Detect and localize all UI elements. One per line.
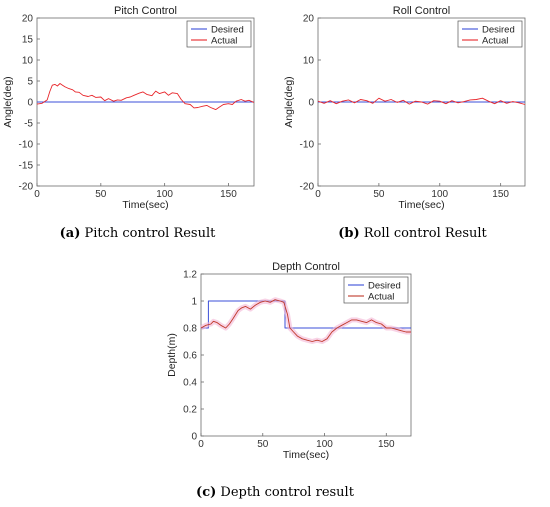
legend-box xyxy=(343,276,409,304)
y-tick-label: 15 xyxy=(22,35,34,46)
caption-text: Pitch control Result xyxy=(80,226,216,241)
y-axis-label: Angle(deg) xyxy=(2,76,14,127)
y-tick-label: -15 xyxy=(19,161,34,172)
x-tick-label: 100 xyxy=(431,189,448,200)
legend-box xyxy=(457,20,523,48)
y-tick-label: 0.8 xyxy=(183,324,197,335)
legend-label: Desired xyxy=(211,24,244,35)
legend-label: Actual xyxy=(482,35,508,46)
x-tick-label: 0 xyxy=(198,439,204,450)
y-tick-label: -20 xyxy=(300,182,315,193)
caption-tag: (a) xyxy=(59,226,81,241)
legend-box xyxy=(186,20,252,48)
series-line-actual xyxy=(200,299,411,342)
series-line-desired xyxy=(201,300,411,329)
y-tick-label: 20 xyxy=(22,14,34,25)
caption-depth: (c) Depth control result xyxy=(0,485,550,500)
x-tick-label: 100 xyxy=(156,189,173,200)
x-axis-label: Time(sec) xyxy=(398,199,444,211)
x-tick-label: 150 xyxy=(492,189,509,200)
y-tick-label: -10 xyxy=(19,140,34,151)
y-tick-label: 10 xyxy=(22,56,34,67)
series-line-actual xyxy=(36,83,255,111)
chart-title: Depth Control xyxy=(272,261,340,273)
chart-title: Roll Control xyxy=(393,5,450,17)
x-tick-label: 50 xyxy=(257,439,269,450)
legend-label: Desired xyxy=(482,24,515,35)
caption-text: Roll control Result xyxy=(359,226,487,241)
roll-chart: Roll Control 0 50 100 150 20 10 0 -10 -20 Time(sec… xyxy=(275,0,550,215)
y-tick-label: -5 xyxy=(24,119,33,130)
y-tick-label: 1 xyxy=(191,297,197,308)
x-tick-label: 100 xyxy=(316,439,333,450)
x-axis-label: Time(sec) xyxy=(283,449,329,461)
legend-label: Actual xyxy=(211,35,237,46)
chart-title: Pitch Control xyxy=(114,5,177,17)
y-tick-label: 10 xyxy=(303,56,315,67)
legend-label: Desired xyxy=(368,280,401,291)
y-tick-label: -20 xyxy=(19,182,34,193)
caption-tag: (b) xyxy=(338,226,360,241)
caption-tag: (c) xyxy=(196,485,217,500)
y-tick-label: 0 xyxy=(191,432,197,443)
x-tick-label: 150 xyxy=(378,439,395,450)
x-tick-label: 50 xyxy=(95,189,107,200)
series-line-actual xyxy=(317,97,526,105)
x-tick-label: 50 xyxy=(373,189,385,200)
y-tick-label: 5 xyxy=(27,77,33,88)
x-axis-label: Time(sec) xyxy=(122,199,168,211)
y-tick-label: -10 xyxy=(300,140,315,151)
x-tick-label: 0 xyxy=(34,189,40,200)
y-tick-label: 0.6 xyxy=(183,351,197,362)
legend-label: Actual xyxy=(368,291,394,302)
x-tick-label: 0 xyxy=(315,189,321,200)
y-tick-label: 0 xyxy=(308,98,314,109)
y-axis-label: Angle(deg) xyxy=(283,76,295,127)
pitch-chart: Pitch Control 0 50 100 150 20 15 10 5 0 -5 -10 -15 -2… xyxy=(0,0,275,215)
x-tick-label: 150 xyxy=(220,189,237,200)
y-axis-label: Depth(m) xyxy=(166,333,178,377)
caption-text: Depth control result xyxy=(216,485,354,500)
y-tick-label: 0.2 xyxy=(183,405,197,416)
caption-roll: (b) Roll control Result xyxy=(275,226,550,241)
y-tick-label: 1.2 xyxy=(183,270,197,281)
y-tick-label: 0.4 xyxy=(183,378,197,389)
depth-chart: Depth Control 0 50 100 150 1.2 1 0.8 0.6 0.4 0.2 0 T… xyxy=(160,258,440,473)
caption-pitch: (a) Pitch control Result xyxy=(0,226,275,241)
y-tick-label: 20 xyxy=(303,14,315,25)
y-tick-label: 0 xyxy=(27,98,33,109)
